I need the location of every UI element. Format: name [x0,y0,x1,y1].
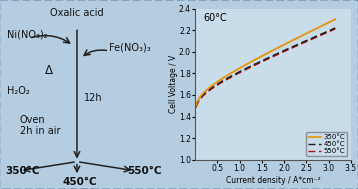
Text: 450°C: 450°C [63,177,97,187]
Text: H₂O₂: H₂O₂ [7,86,30,96]
Text: Ni(NO₃)₂: Ni(NO₃)₂ [7,30,48,40]
Text: 60°C: 60°C [203,13,227,23]
Text: 550°C: 550°C [127,166,161,176]
Text: 12h: 12h [84,93,103,103]
Text: Fe(NO₃)₃: Fe(NO₃)₃ [109,42,151,52]
Legend: 350°C, 450°C, 550°C: 350°C, 450°C, 550°C [306,132,347,156]
Y-axis label: Cell Voltage / V: Cell Voltage / V [169,55,178,113]
Text: Oxalic acid: Oxalic acid [50,8,104,18]
Text: Oven
2h in air: Oven 2h in air [20,115,60,136]
Text: Δ: Δ [45,64,53,77]
X-axis label: Current density / A*cm⁻²: Current density / A*cm⁻² [226,176,320,185]
Text: 350°C: 350°C [5,166,40,176]
